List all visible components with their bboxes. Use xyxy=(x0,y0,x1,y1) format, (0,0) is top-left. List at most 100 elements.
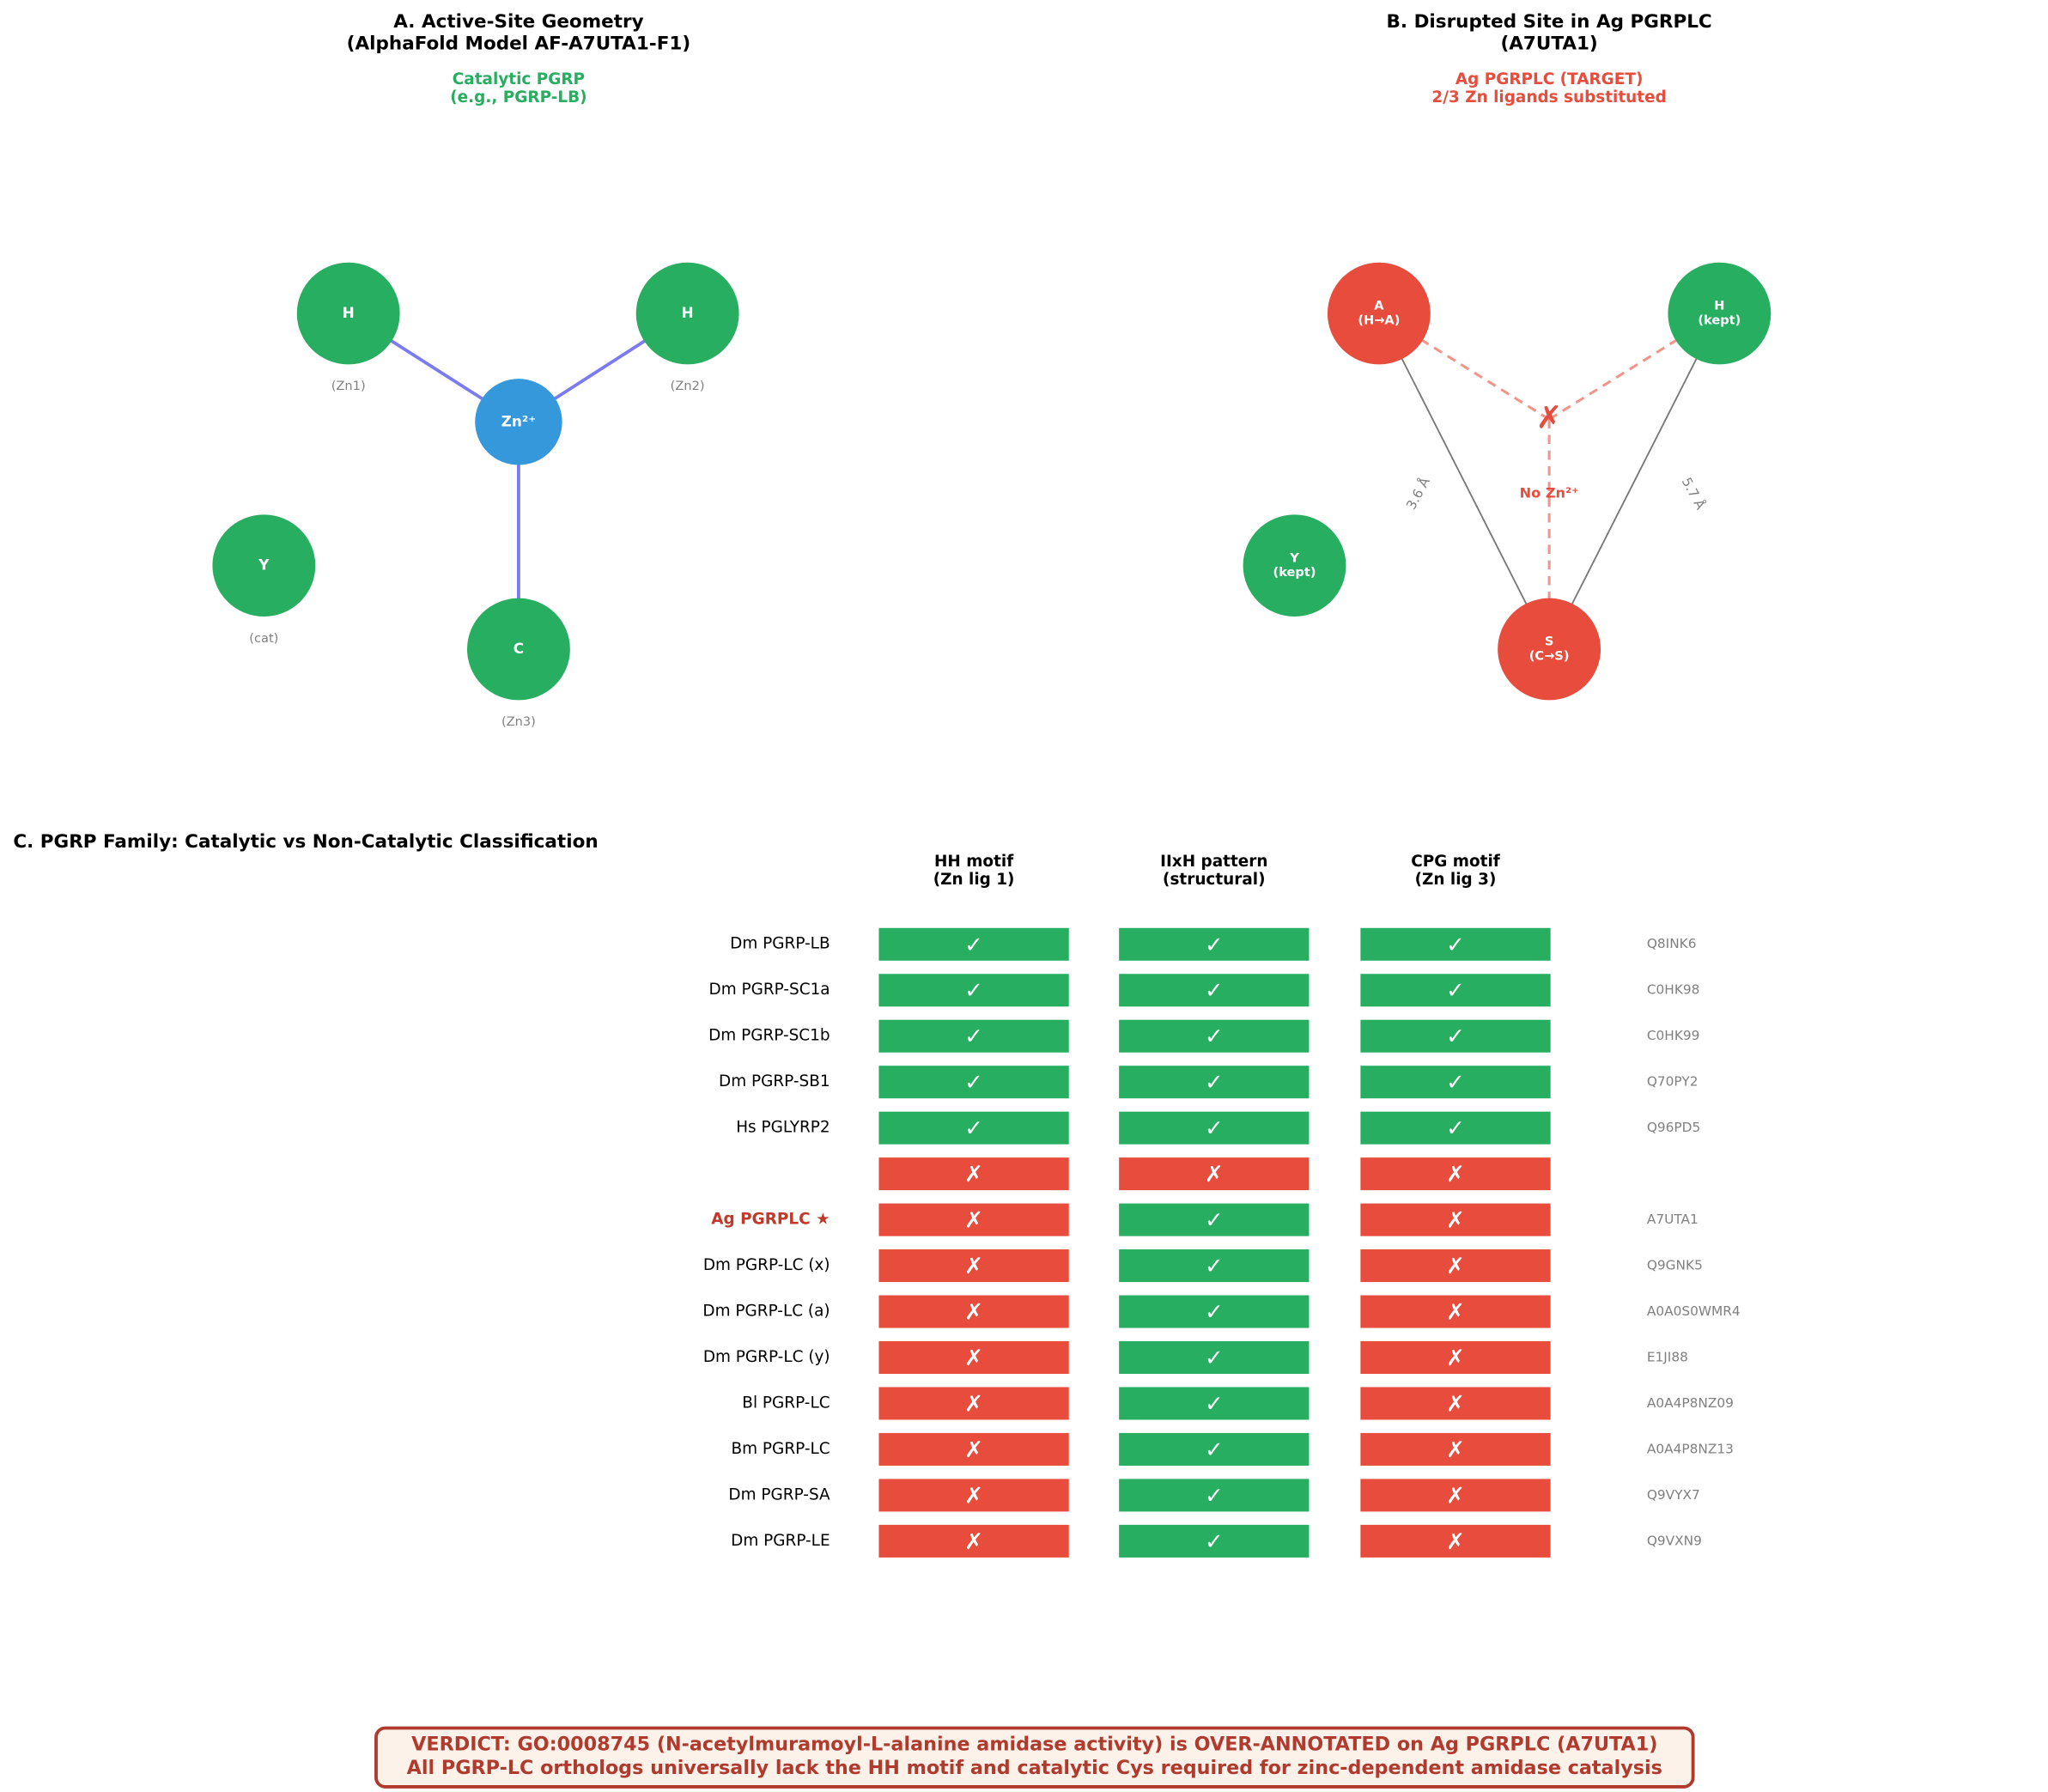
column-header: IIxH pattern xyxy=(1160,853,1267,871)
cell-mark: ✓ xyxy=(1446,1116,1465,1142)
panel-title: B. Disrupted Site in Ag PGRPLC xyxy=(1387,11,1712,33)
cell xyxy=(1119,927,1310,961)
accession-id: Q9VYX7 xyxy=(1647,1487,1700,1503)
cell xyxy=(1119,1203,1310,1236)
row-name: Dm PGRP-LC (x) xyxy=(703,1256,830,1274)
distance-label: 5.7 Å xyxy=(1679,475,1710,513)
cell xyxy=(1119,1066,1310,1099)
cell xyxy=(878,1524,1069,1558)
residue-node xyxy=(1668,262,1771,365)
accession-id: Q9VXN9 xyxy=(1647,1533,1702,1548)
cell-mark: ✗ xyxy=(964,1208,983,1234)
cell-mark: ✗ xyxy=(1446,1162,1465,1188)
cell-mark: ✗ xyxy=(1446,1392,1465,1418)
cell xyxy=(1360,1340,1551,1375)
missing-zinc-label: No Zn²⁺ xyxy=(1520,485,1579,501)
cell xyxy=(1360,1249,1551,1283)
row-name: Dm PGRP-LC (a) xyxy=(702,1303,830,1321)
accession-id: Q9GNK5 xyxy=(1647,1258,1703,1273)
residue-node xyxy=(1498,598,1601,701)
verdict-text: VERDICT: GO:0008745 (N-acetylmuramoyl-L-… xyxy=(411,1734,1657,1756)
cell xyxy=(1360,927,1551,961)
cell-mark: ✓ xyxy=(1205,1529,1224,1555)
cell-mark: ✗ xyxy=(964,1300,983,1326)
cell xyxy=(1119,1387,1310,1420)
distance-label: 3.6 Å xyxy=(1402,474,1433,512)
accession-id: Q96PD5 xyxy=(1647,1120,1700,1135)
cell-mark: ✓ xyxy=(964,1116,983,1142)
distance-line xyxy=(1378,313,1550,650)
cell xyxy=(878,1111,1069,1145)
cell xyxy=(1119,1295,1310,1328)
node-label: C xyxy=(514,640,524,657)
column-header: HH motif xyxy=(934,853,1014,871)
column-header: (Zn lig 1) xyxy=(933,871,1015,889)
cell-mark: ✓ xyxy=(1205,1116,1224,1142)
row-name: Ag PGRPLC ★ xyxy=(711,1211,830,1229)
cell xyxy=(878,1295,1069,1328)
residue-node xyxy=(1327,262,1431,365)
cell xyxy=(1119,1249,1310,1283)
accession-id: C0HK98 xyxy=(1647,982,1700,998)
cell-mark: ✗ xyxy=(964,1392,983,1418)
cell-mark: ✗ xyxy=(1446,1529,1465,1555)
node-label: (kept) xyxy=(1273,566,1316,580)
cell xyxy=(878,974,1069,1007)
cell-mark: ✗ xyxy=(964,1162,983,1188)
residue-node xyxy=(296,262,400,365)
cell-mark: ✗ xyxy=(964,1483,983,1509)
residue-node xyxy=(1243,514,1346,617)
accession-id: C0HK99 xyxy=(1647,1028,1700,1043)
cell-mark: ✓ xyxy=(964,978,983,1004)
cell-mark: ✗ xyxy=(1446,1437,1465,1463)
cell xyxy=(1360,1203,1551,1236)
cell-mark: ✓ xyxy=(1205,1300,1224,1326)
node-sublabel: (cat) xyxy=(249,632,278,646)
accession-id: E1JI88 xyxy=(1647,1350,1688,1365)
cell xyxy=(1360,1387,1551,1420)
row-name: Bm PGRP-LC xyxy=(732,1440,830,1458)
cell-mark: ✗ xyxy=(964,1254,983,1279)
cell xyxy=(1119,1111,1310,1145)
cell xyxy=(878,1066,1069,1099)
cell-mark: ✓ xyxy=(1446,932,1465,958)
cell-mark: ✓ xyxy=(1205,932,1224,958)
row-name: Dm PGRP-SB1 xyxy=(719,1072,830,1090)
distance-line xyxy=(1548,313,1721,650)
node-label: H xyxy=(1714,300,1724,313)
cell-mark: ✓ xyxy=(964,1024,983,1050)
accession-id: Q8INK6 xyxy=(1647,936,1697,951)
cell xyxy=(1119,1524,1310,1558)
panel-subtitle: 2/3 Zn ligands substituted xyxy=(1431,88,1666,106)
cell xyxy=(878,1019,1069,1053)
missing-zinc-mark: ✗ xyxy=(1536,399,1563,436)
node-label: Zn²⁺ xyxy=(501,412,537,429)
panel-title: (AlphaFold Model AF-A7UTA1-F1) xyxy=(347,33,690,55)
cell xyxy=(1119,1432,1310,1466)
node-label: H xyxy=(343,304,355,321)
accession-id: A0A4P8NZ09 xyxy=(1647,1395,1734,1411)
cell xyxy=(1360,1479,1551,1512)
node-sublabel: (Zn1) xyxy=(331,380,366,393)
node-sublabel: (Zn2) xyxy=(671,380,705,393)
cell xyxy=(1360,1432,1551,1466)
verdict-text: All PGRP-LC orthologs universally lack t… xyxy=(407,1757,1662,1779)
row-name: Dm PGRP-LE xyxy=(731,1532,830,1550)
row-name: Dm PGRP-SC1b xyxy=(708,1027,830,1045)
panel-title: A. Active-Site Geometry xyxy=(393,11,643,33)
column-header: (structural) xyxy=(1163,871,1265,889)
accession-id: A0A0S0WMR4 xyxy=(1647,1303,1741,1319)
node-label: Y xyxy=(1289,551,1299,565)
cell xyxy=(1360,1524,1551,1558)
cell-mark: ✗ xyxy=(1446,1254,1465,1279)
node-label: Y xyxy=(258,556,270,574)
accession-id: A7UTA1 xyxy=(1647,1212,1699,1227)
cell-mark: ✓ xyxy=(1205,978,1224,1004)
cell-mark: ✓ xyxy=(1446,1024,1465,1050)
column-header: (Zn lig 3) xyxy=(1415,871,1497,889)
cell-mark: ✗ xyxy=(964,1437,983,1463)
row-name: Bl PGRP-LC xyxy=(742,1394,830,1412)
cell xyxy=(1119,974,1310,1007)
cell-mark: ✓ xyxy=(1205,1483,1224,1509)
